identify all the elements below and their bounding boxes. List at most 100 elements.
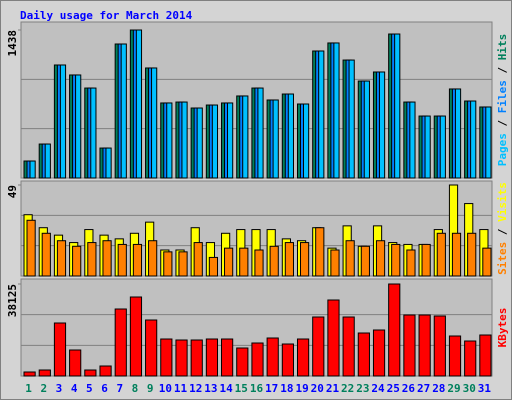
bar	[269, 245, 279, 277]
bar	[175, 339, 188, 377]
x-tick-label: 9	[147, 382, 154, 395]
legend-entry: Hits	[496, 34, 509, 61]
bar	[357, 332, 370, 377]
bar	[163, 251, 173, 277]
bar	[333, 42, 340, 179]
bar	[342, 316, 355, 377]
x-tick-label: 28	[432, 382, 445, 395]
bar	[208, 256, 219, 277]
bar	[406, 249, 416, 277]
bar	[409, 101, 416, 179]
bar	[87, 242, 97, 277]
x-tick-label: 11	[174, 382, 188, 395]
bar	[69, 349, 82, 377]
bar	[375, 240, 386, 277]
x-tick-label: 31	[478, 382, 492, 395]
bar	[266, 337, 279, 377]
bar	[454, 88, 462, 179]
bar	[299, 242, 310, 277]
bar	[135, 29, 143, 179]
bar	[236, 347, 249, 377]
legend-entry: Pages	[496, 133, 509, 166]
x-tick-label: 19	[295, 382, 308, 395]
x-tick-label: 4	[71, 382, 78, 395]
bar	[145, 319, 158, 377]
x-tick-label: 30	[463, 382, 476, 395]
bar	[315, 227, 325, 277]
bar	[221, 338, 234, 377]
legend-entry: Visits	[496, 182, 509, 222]
bar	[166, 102, 173, 179]
x-tick-label: 24	[371, 382, 385, 395]
bar	[41, 232, 51, 277]
bar	[190, 339, 203, 377]
bar	[257, 87, 264, 179]
bar	[211, 104, 219, 179]
x-tick-label: 16	[250, 382, 264, 395]
x-tick-label: 13	[204, 382, 217, 395]
bar	[287, 93, 294, 179]
bar	[318, 50, 325, 179]
bar	[296, 338, 310, 377]
bar	[485, 106, 492, 179]
bar	[23, 371, 36, 377]
x-tick-label: 6	[101, 382, 108, 395]
bar	[378, 71, 386, 179]
bar	[196, 107, 203, 179]
chart-title: Daily usage for March 2014	[20, 9, 193, 22]
x-tick-label: 7	[116, 382, 123, 395]
bar	[59, 64, 67, 179]
bar	[479, 334, 492, 377]
bar	[348, 59, 355, 179]
bar	[151, 67, 158, 179]
bar	[90, 87, 97, 179]
bar	[360, 245, 370, 277]
bar	[239, 247, 249, 277]
bar	[114, 308, 127, 377]
bar	[227, 102, 234, 179]
bar	[132, 243, 143, 277]
legend-entry: KBytes	[496, 308, 509, 348]
legend-separator: /	[496, 113, 509, 133]
bar	[284, 242, 294, 277]
x-tick-label: 25	[387, 382, 400, 395]
bar	[421, 243, 431, 277]
bar	[403, 314, 416, 377]
bar	[272, 99, 279, 179]
bar	[181, 101, 188, 179]
bar	[345, 240, 355, 277]
bar	[129, 296, 143, 377]
bar	[117, 243, 127, 277]
bar	[99, 365, 112, 377]
bar	[312, 316, 325, 377]
bar	[26, 219, 36, 277]
x-tick-label: 20	[311, 382, 324, 395]
x-tick-label: 23	[356, 382, 369, 395]
bar	[148, 240, 158, 277]
bar	[205, 338, 219, 377]
x-tick-label: 5	[86, 382, 93, 395]
legend: Sites / Visits	[496, 182, 509, 275]
x-tick-label: 15	[235, 382, 248, 395]
bar	[224, 247, 234, 277]
legend-entry: Sites	[496, 242, 509, 275]
bar	[482, 247, 492, 277]
x-tick-label: 18	[280, 382, 293, 395]
bar	[242, 95, 249, 179]
legend-separator: /	[496, 222, 509, 242]
x-tick-label: 17	[265, 382, 278, 395]
bar	[448, 335, 462, 377]
bar	[251, 342, 264, 377]
x-tick-label: 27	[417, 382, 430, 395]
legend-entry: Files	[496, 80, 509, 113]
x-tick-label: 22	[341, 382, 354, 395]
bar	[470, 100, 477, 179]
bar	[254, 249, 264, 277]
bar	[56, 240, 67, 277]
legend: Pages / Files / Hits	[496, 34, 509, 167]
bar	[84, 369, 97, 377]
bar	[53, 322, 67, 377]
bar	[451, 232, 462, 277]
bar	[102, 240, 112, 277]
x-tick-label: 21	[326, 382, 340, 395]
